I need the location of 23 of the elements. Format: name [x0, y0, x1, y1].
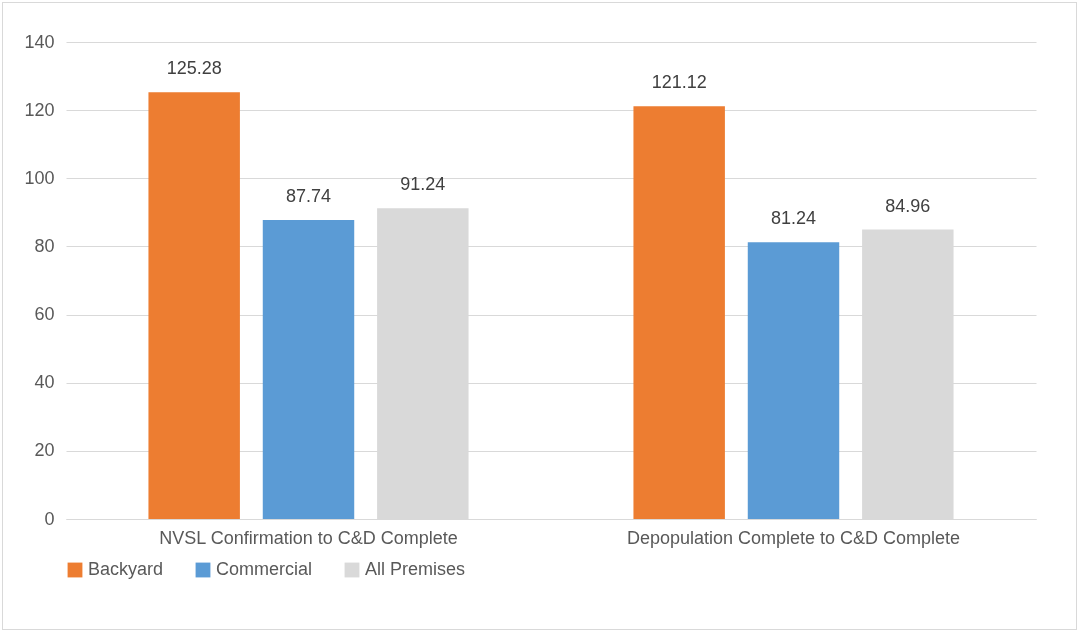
data-label: 84.96: [885, 195, 931, 216]
data-label: 121.12: [651, 72, 707, 93]
bar: [633, 106, 725, 519]
y-tick-label: 60: [34, 304, 55, 325]
data-label: 91.24: [400, 174, 446, 195]
bar: [148, 92, 240, 519]
legend-label: All Premises: [365, 559, 466, 579]
y-tick-label: 20: [34, 440, 55, 461]
x-tick-label: NVSL Confirmation to C&D Complete: [159, 527, 458, 548]
y-tick-label: 80: [34, 235, 55, 256]
y-tick-label: 0: [44, 508, 55, 529]
y-tick-label: 100: [24, 167, 55, 188]
data-label: 125.28: [166, 58, 222, 79]
data-label: 87.74: [285, 186, 332, 207]
x-tick-label: Depopulation Complete to C&D Complete: [626, 527, 961, 548]
y-tick-label: 40: [34, 372, 55, 393]
y-tick-label: 140: [24, 31, 55, 52]
legend-label: Commercial: [216, 559, 313, 579]
data-label: 81.24: [770, 208, 817, 229]
bar: [262, 220, 355, 519]
bar: [747, 242, 840, 519]
y-tick-label: 120: [24, 99, 55, 120]
legend-label: Backyard: [88, 559, 164, 579]
